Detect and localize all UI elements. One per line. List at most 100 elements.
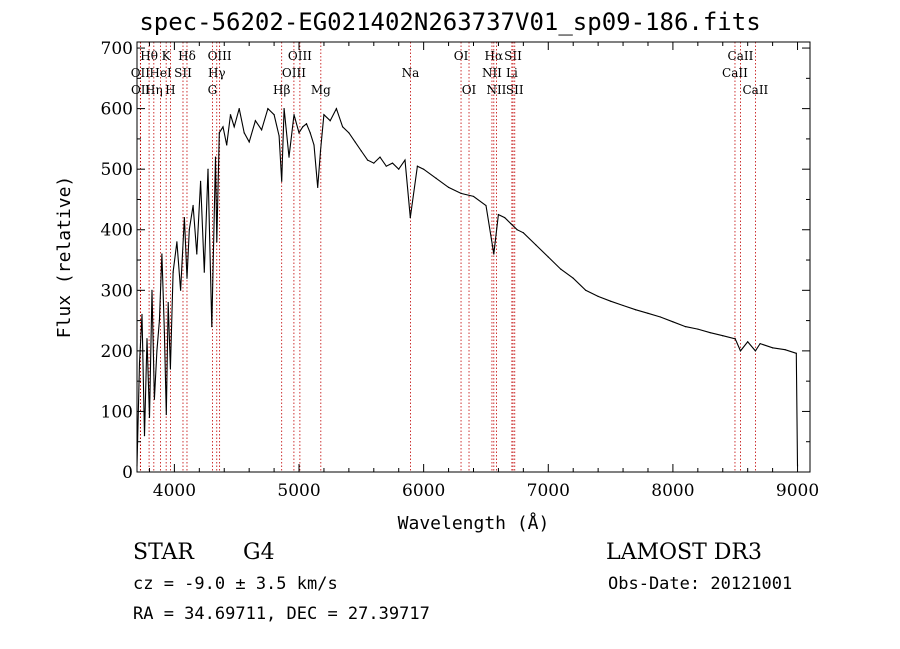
data-point-0-97 <box>734 338 736 340</box>
x-tick-label-2: 6000 <box>402 481 445 501</box>
data-point-0-35 <box>243 132 245 134</box>
data-point-0-36 <box>248 141 250 143</box>
data-point-0-49 <box>309 132 311 134</box>
data-point-0-99 <box>747 341 749 343</box>
data-point-0-61 <box>373 162 375 164</box>
line-label-26: CaII <box>722 66 748 80</box>
data-point-0-4 <box>146 338 148 340</box>
data-point-0-83 <box>560 268 562 270</box>
object-subclass: G4 <box>243 540 275 565</box>
data-point-0-98 <box>739 350 742 352</box>
line-label-27: CaII <box>742 83 768 97</box>
y-tick-label-4: 400 <box>101 221 133 241</box>
data-point-0-1 <box>138 362 141 364</box>
data-point-0-91 <box>659 316 662 318</box>
data-point-0-71 <box>447 186 450 188</box>
data-point-0-101 <box>759 343 761 345</box>
line-label-4: HeI <box>149 66 172 80</box>
data-point-0-96 <box>722 335 724 337</box>
data-point-0-39 <box>267 108 269 110</box>
line-label-15: Mg <box>311 83 331 97</box>
data-point-0-21 <box>192 204 194 207</box>
data-point-0-34 <box>238 108 240 110</box>
line-label-8: SII <box>174 66 192 80</box>
data-point-0-6 <box>151 289 153 291</box>
object-class: STAR <box>133 540 194 565</box>
data-point-0-81 <box>535 244 537 246</box>
data-point-0-5 <box>148 416 151 419</box>
data-point-0-85 <box>585 289 587 291</box>
data-point-0-30 <box>222 126 224 128</box>
line-label-11: G <box>208 83 218 97</box>
x-tick-label-0: 4000 <box>153 481 196 501</box>
data-point-0-65 <box>398 168 400 170</box>
data-point-0-12 <box>165 413 167 416</box>
data-point-0-55 <box>335 108 338 110</box>
data-point-0-11 <box>163 332 166 334</box>
data-point-0-86 <box>597 295 599 297</box>
data-point-0-58 <box>354 141 356 143</box>
data-point-0-7 <box>153 398 156 400</box>
data-point-0-66 <box>404 159 406 161</box>
data-point-0-72 <box>460 192 462 195</box>
line-label-2: OII <box>131 83 151 97</box>
x-tick-label-3: 7000 <box>527 481 570 501</box>
line-label-7: Hδ <box>178 49 196 63</box>
data-point-0-69 <box>423 168 425 170</box>
line-label-17: OI <box>454 49 469 63</box>
data-point-0-100 <box>754 350 757 352</box>
data-point-0-70 <box>435 177 437 179</box>
line-label-21: NII <box>486 83 506 97</box>
data-point-0-68 <box>416 165 419 167</box>
y-tick-label-2: 200 <box>101 342 133 362</box>
series-layer <box>136 107 799 467</box>
line-label-6: H <box>165 83 175 97</box>
data-point-0-59 <box>360 150 362 152</box>
line-label-18: OI <box>462 83 477 97</box>
data-point-0-19 <box>186 277 188 279</box>
data-point-0-63 <box>385 165 387 167</box>
data-point-0-74 <box>485 204 487 207</box>
y-tick-label-1: 100 <box>101 402 133 422</box>
data-point-0-104 <box>795 352 797 354</box>
data-point-0-31 <box>226 144 228 146</box>
data-point-0-24 <box>203 271 205 273</box>
x-axis-label: Wavelength (Å) <box>398 512 550 534</box>
line-label-16: Na <box>402 66 420 80</box>
data-point-0-42 <box>281 180 283 182</box>
data-point-0-47 <box>302 126 304 128</box>
y-tick-label-6: 600 <box>101 100 133 120</box>
line-label-1: OII <box>131 66 151 80</box>
data-point-0-23 <box>199 180 202 182</box>
data-point-0-76 <box>497 214 500 216</box>
data-point-0-26 <box>211 326 213 328</box>
data-point-0-78 <box>510 223 512 225</box>
line-label-14: OIII <box>282 66 306 80</box>
data-point-0-57 <box>348 132 350 134</box>
line-label-13: OIII <box>288 49 312 63</box>
line-label-24: SII <box>506 83 524 97</box>
data-point-0-52 <box>319 150 322 152</box>
data-point-0-56 <box>342 126 344 128</box>
line-label-12: Hβ <box>273 83 290 97</box>
data-point-0-13 <box>167 301 169 304</box>
y-axis-label: Flux (relative) <box>54 176 75 339</box>
data-point-0-29 <box>218 132 220 134</box>
data-point-0-17 <box>180 289 182 291</box>
line-label-22: SII <box>504 49 522 63</box>
data-point-0-20 <box>188 229 190 231</box>
chart-title: spec-56202-EG021402N263737V01_sp09-186.f… <box>139 8 761 36</box>
data-point-0-60 <box>366 159 369 161</box>
data-point-0-64 <box>391 162 394 164</box>
y-tick-label-0: 0 <box>122 463 133 483</box>
data-point-0-2 <box>141 313 143 316</box>
data-point-0-80 <box>522 232 524 234</box>
data-point-0-102 <box>772 347 774 349</box>
data-point-0-48 <box>305 123 308 125</box>
y-tick-label-3: 300 <box>101 281 133 301</box>
data-point-0-46 <box>298 132 300 134</box>
data-point-0-103 <box>784 349 786 351</box>
data-point-0-73 <box>472 195 475 198</box>
line-label-23: Li <box>506 66 518 80</box>
